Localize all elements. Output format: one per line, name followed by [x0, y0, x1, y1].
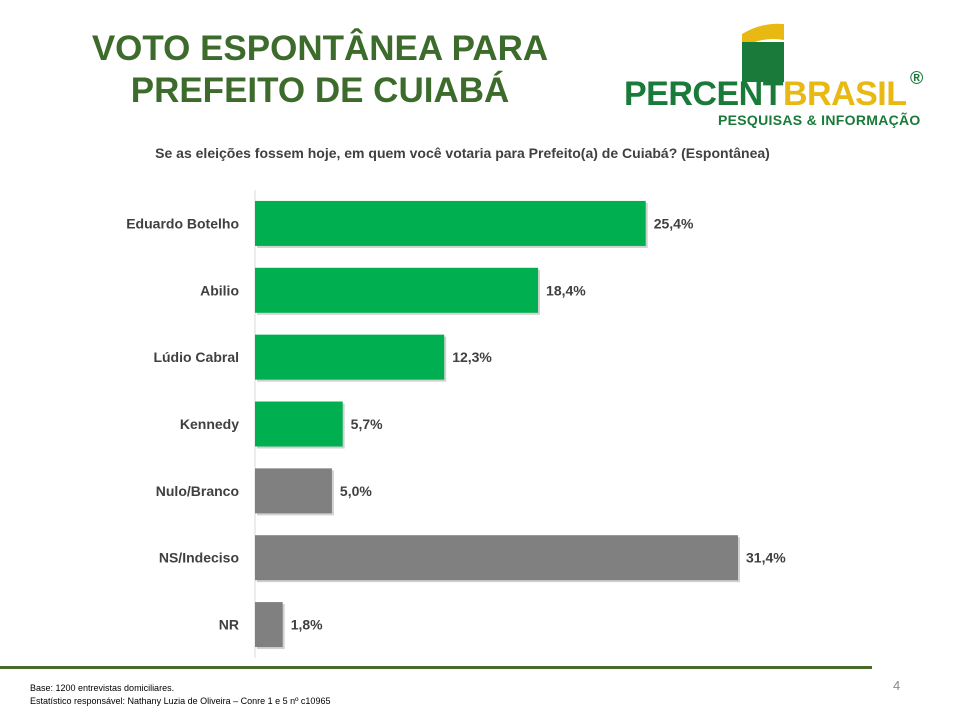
- category-label: Nulo/Branco: [156, 483, 239, 499]
- logo-registered-mark: ®: [910, 68, 924, 88]
- survey-question: Se as eleições fossem hoje, em quem você…: [155, 145, 770, 161]
- footer-divider: [0, 666, 872, 669]
- footer-notes: Base: 1200 entrevistas domiciliares. Est…: [30, 682, 330, 708]
- value-label: 12,3%: [452, 349, 492, 365]
- value-label: 18,4%: [546, 282, 586, 298]
- category-label: Eduardo Botelho: [126, 215, 239, 231]
- value-label: 5,7%: [351, 416, 383, 432]
- category-label: Abilio: [200, 282, 239, 298]
- bar-kennedy: [255, 401, 343, 447]
- category-label: NR: [219, 617, 239, 633]
- category-label: Lúdio Cabral: [153, 349, 239, 365]
- bar-eduardo-botelho: [255, 200, 646, 246]
- bar-nulo-branco: [255, 468, 332, 514]
- value-label: 5,0%: [340, 483, 372, 499]
- bar-l-dio-cabral: [255, 334, 445, 380]
- value-label: 1,8%: [291, 617, 323, 633]
- percentbrasil-logo: PERCENTBRASIL ® PESQUISAS & INFORMAÇÃO: [622, 22, 932, 132]
- logo-tagline: PESQUISAS & INFORMAÇÃO: [718, 112, 921, 128]
- title-line-1: VOTO ESPONTÂNEA PARA: [91, 29, 549, 68]
- title-line-2: PREFEITO DE CUIABÁ: [130, 71, 510, 110]
- bar-nr: [255, 602, 283, 648]
- footer-base: Base: 1200 entrevistas domiciliares.: [30, 683, 175, 693]
- page-number: 4: [893, 678, 901, 693]
- bar-abilio: [255, 267, 539, 313]
- logo-flag-icon: [742, 23, 784, 82]
- bar-ns-indeciso: [255, 535, 738, 581]
- footer-statistician: Estatístico responsável: Nathany Luzia d…: [30, 696, 331, 706]
- logo-name: PERCENTBRASIL: [624, 75, 907, 113]
- category-label: Kennedy: [180, 416, 239, 432]
- value-label: 31,4%: [746, 550, 786, 566]
- value-label: 25,4%: [654, 215, 694, 231]
- page-title: VOTO ESPONTÂNEA PARA PREFEITO DE CUIABÁ: [80, 28, 560, 112]
- category-label: NS/Indeciso: [159, 550, 239, 566]
